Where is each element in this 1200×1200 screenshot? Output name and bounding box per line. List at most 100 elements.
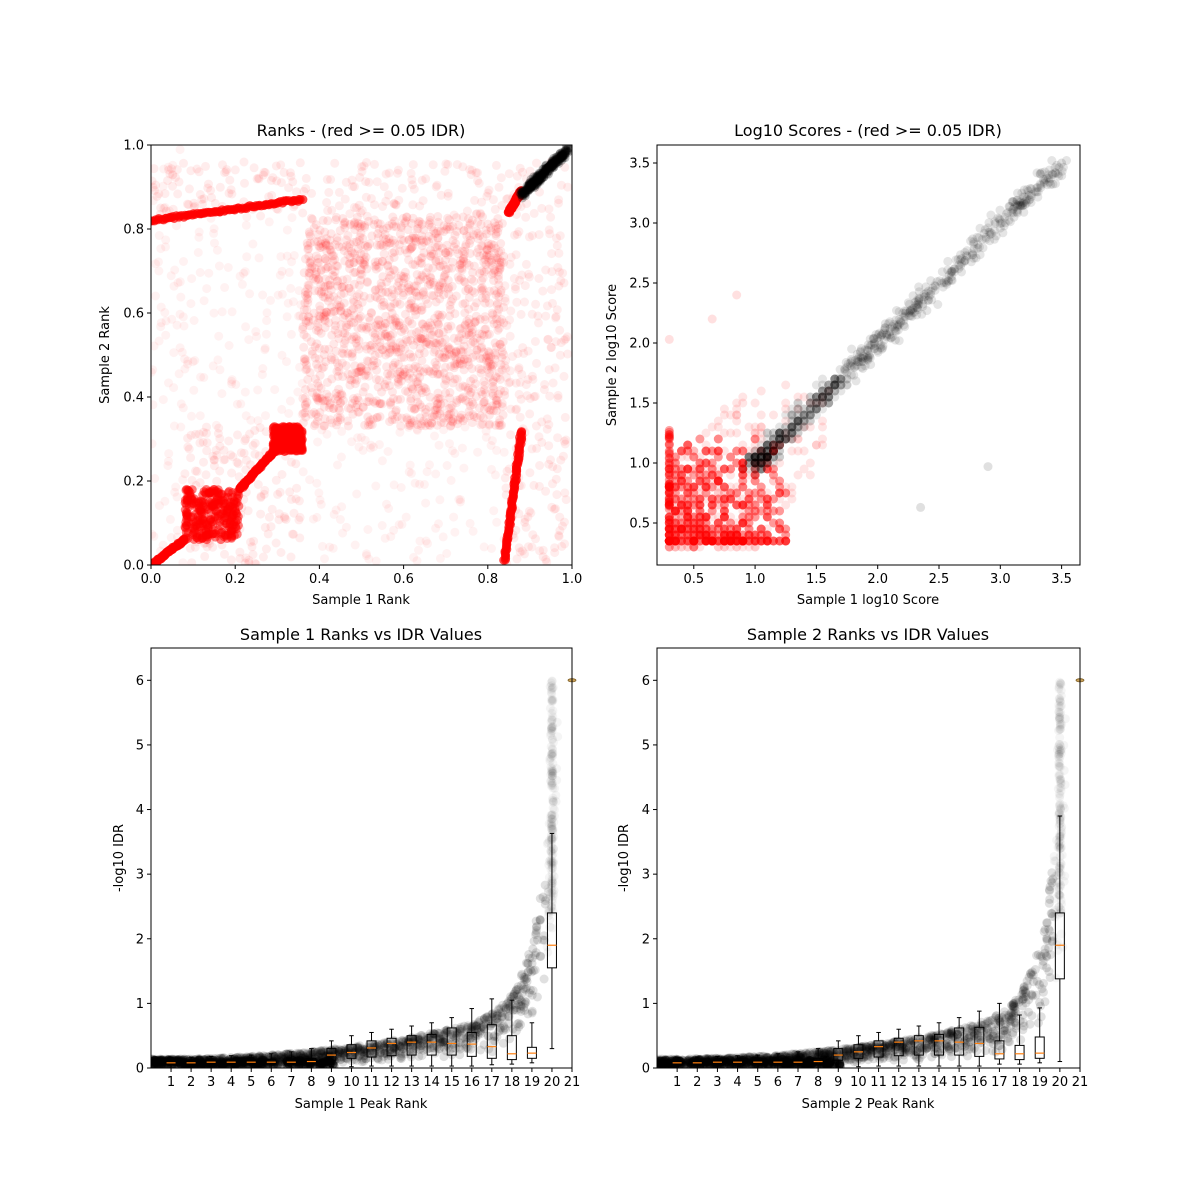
score-point-pass [769, 452, 778, 462]
score-point-fail [670, 530, 680, 540]
score-point-fail [726, 410, 736, 420]
score-column-point [664, 458, 674, 468]
rank-point-fail [335, 515, 345, 524]
rank-point-fail [267, 190, 277, 200]
rank-point-fail [337, 282, 347, 292]
score-column-point [664, 483, 674, 492]
rank-point-fail [553, 393, 563, 403]
rank-point-fail [422, 236, 432, 246]
rank-point-fail [435, 409, 445, 419]
score-point-fail [719, 488, 729, 498]
score-point-pass [975, 250, 985, 260]
rank-point-fail [313, 254, 323, 264]
rank-point-fail [168, 160, 178, 170]
score-point-pass [744, 464, 754, 474]
rank-point-fail [431, 405, 441, 415]
score-point-fail-core [738, 476, 748, 486]
rank-point-fail [373, 320, 383, 330]
rank-point-fail [329, 251, 339, 261]
score-point-pass [935, 276, 945, 286]
rank-point-fail [361, 364, 371, 374]
rank-point-fail [201, 470, 211, 480]
rank-point-fail [320, 554, 329, 564]
rank-point-fail [304, 271, 314, 281]
score-point-fail-core [713, 476, 723, 486]
rank-point-fail [173, 278, 183, 288]
ranks-x-ticks: 0.0 0.2 0.4 0.6 0.8 1.0 [141, 565, 582, 587]
score-point-fail [683, 536, 693, 546]
score-point-pass [830, 392, 840, 402]
score-point-pass [738, 464, 748, 474]
score-point-fail-core [750, 488, 760, 498]
rank-point-pass [546, 159, 556, 169]
rank-point-fail [436, 226, 446, 236]
score-point-fail-core [707, 470, 717, 480]
rank-point-fail [454, 333, 464, 343]
rank-point-fail [303, 290, 313, 299]
rank-point-fail [534, 230, 544, 240]
score-point-pass [787, 428, 797, 438]
rank-point-fail [429, 280, 439, 290]
rank-point-fail [464, 318, 474, 328]
rank-point-fail [390, 299, 400, 308]
rank-point-fail [307, 388, 317, 397]
score-point-fail-core [762, 536, 772, 546]
rank-point-fail [180, 354, 190, 364]
rank-point-fail [499, 350, 509, 360]
rank-point-fail [486, 352, 496, 362]
score-point-fail-core [707, 458, 717, 468]
rank-point-fail [491, 244, 501, 253]
rank-point-fail [397, 413, 407, 423]
rank-point-fail [478, 413, 488, 423]
score-point-fail-core [695, 476, 705, 486]
rank-point-fail [459, 250, 469, 260]
score-point-fail-core [769, 446, 778, 456]
rank-point-fail [374, 316, 384, 325]
score-point-pass [1020, 192, 1030, 202]
rank-point-pass [557, 152, 567, 162]
rank-point-fail [319, 421, 329, 431]
rank-point-fail [401, 272, 411, 282]
rank-point-fail [178, 558, 188, 565]
rank-point-fail [515, 275, 525, 285]
rank-point-fail [340, 218, 350, 228]
score-point-pass [968, 234, 978, 244]
rank-point-fail [349, 394, 358, 403]
rank-point-fail [492, 395, 502, 405]
score-point-fail-core [689, 518, 699, 528]
rank-point-pass [547, 158, 557, 168]
rank-point-fail [315, 343, 324, 353]
rank-point-fail [447, 263, 457, 273]
rank-point-fail [512, 229, 522, 239]
rank-point-fail [465, 220, 475, 230]
rank-point-fail [455, 359, 465, 369]
rank-point-pass [548, 162, 558, 172]
rank-point-fail [468, 526, 478, 536]
score-point-fail-core [769, 446, 778, 456]
rank-point-fail [347, 248, 357, 258]
score-point-fail [732, 542, 742, 552]
rank-point-pass [534, 171, 543, 181]
score-point-fail [762, 464, 772, 474]
rank-point-fail [253, 173, 263, 183]
rank-point-fail [212, 450, 222, 460]
rank-point-fail [337, 358, 347, 368]
rank-point-fail [370, 292, 380, 301]
rank-point-fail [407, 218, 416, 228]
score-point-fail [701, 476, 711, 486]
rank-point-fail [389, 265, 399, 275]
rank-point-fail [302, 293, 312, 303]
rank-point-pass [526, 182, 536, 192]
score-point-fail [689, 452, 699, 462]
rank-point-fail [499, 447, 509, 457]
rank-point-fail [328, 543, 338, 553]
rank-point-fail [313, 258, 322, 268]
rank-point-fail [339, 220, 349, 230]
score-point-fail [713, 512, 723, 522]
rank-point-fail [505, 377, 515, 387]
score-point-fail-core [744, 530, 754, 540]
rank-point-fail [373, 382, 383, 392]
rank-point-fail [527, 444, 537, 454]
score-point-fail-core [750, 470, 760, 480]
rank-point-fail [525, 409, 535, 419]
